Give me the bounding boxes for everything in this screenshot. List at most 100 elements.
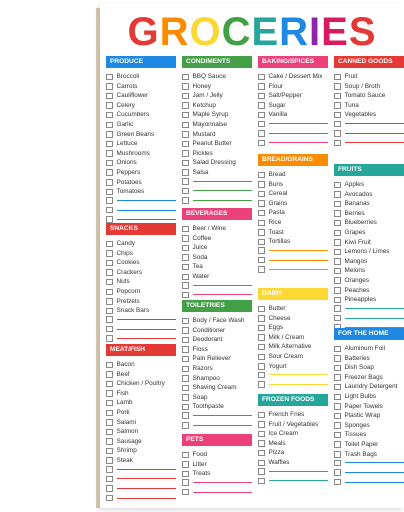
checkbox[interactable] — [334, 219, 341, 227]
checkbox[interactable] — [106, 428, 113, 436]
checkbox[interactable] — [258, 411, 265, 419]
checkbox[interactable] — [182, 317, 189, 325]
checkbox[interactable] — [258, 305, 265, 313]
checkbox[interactable] — [106, 83, 113, 90]
blank-line[interactable] — [106, 206, 176, 216]
blank-line[interactable] — [258, 256, 328, 266]
blank-line[interactable] — [182, 178, 252, 188]
checkbox[interactable] — [258, 139, 265, 147]
checkbox[interactable] — [106, 179, 113, 186]
checkbox[interactable] — [334, 441, 341, 448]
checkbox[interactable] — [334, 431, 341, 439]
checkbox[interactable] — [182, 375, 189, 382]
checkbox[interactable] — [106, 298, 113, 305]
checkbox[interactable] — [334, 111, 341, 119]
blank-line[interactable] — [334, 459, 404, 469]
checkbox[interactable] — [182, 282, 189, 289]
blank-line[interactable] — [182, 197, 252, 207]
checkbox[interactable] — [258, 440, 265, 447]
checkbox[interactable] — [106, 316, 113, 323]
blank-line[interactable] — [258, 130, 328, 140]
checkbox[interactable] — [258, 371, 265, 379]
checkbox[interactable] — [258, 219, 265, 227]
checkbox[interactable] — [182, 121, 189, 129]
checkbox[interactable] — [334, 393, 341, 401]
blank-line[interactable] — [106, 494, 176, 504]
checkbox[interactable] — [182, 422, 189, 429]
checkbox[interactable] — [182, 225, 189, 233]
checkbox[interactable] — [182, 273, 189, 281]
checkbox[interactable] — [182, 479, 189, 486]
checkbox[interactable] — [258, 130, 265, 137]
checkbox[interactable] — [182, 235, 189, 242]
blank-line[interactable] — [258, 266, 328, 276]
checkbox[interactable] — [106, 111, 113, 119]
checkbox[interactable] — [258, 459, 265, 467]
checkbox[interactable] — [258, 102, 265, 109]
checkbox[interactable] — [182, 83, 189, 90]
checkbox[interactable] — [106, 278, 113, 286]
checkbox[interactable] — [106, 197, 113, 204]
checkbox[interactable] — [106, 216, 113, 223]
blank-line[interactable] — [106, 316, 176, 326]
blank-line[interactable] — [106, 485, 176, 495]
checkbox[interactable] — [334, 364, 341, 372]
blank-line[interactable] — [334, 478, 404, 488]
blank-line[interactable] — [106, 475, 176, 485]
blank-line[interactable] — [334, 130, 404, 140]
blank-line[interactable] — [258, 247, 328, 257]
checkbox[interactable] — [258, 315, 265, 322]
checkbox[interactable] — [334, 239, 341, 246]
checkbox[interactable] — [334, 229, 341, 237]
checkbox[interactable] — [334, 374, 341, 381]
checkbox[interactable] — [334, 478, 341, 486]
checkbox[interactable] — [258, 238, 265, 246]
checkbox[interactable] — [182, 412, 189, 419]
checkbox[interactable] — [182, 150, 189, 157]
checkbox[interactable] — [334, 139, 341, 147]
checkbox[interactable] — [106, 131, 113, 138]
checkbox[interactable] — [106, 102, 113, 109]
blank-line[interactable] — [334, 120, 404, 130]
blank-line[interactable] — [334, 305, 404, 315]
checkbox[interactable] — [258, 363, 265, 370]
checkbox[interactable] — [182, 336, 189, 344]
blank-line[interactable] — [106, 216, 176, 226]
checkbox[interactable] — [258, 353, 265, 361]
checkbox[interactable] — [182, 346, 189, 353]
checkbox[interactable] — [334, 200, 341, 208]
checkbox[interactable] — [182, 403, 189, 411]
blank-line[interactable] — [182, 187, 252, 197]
checkbox[interactable] — [182, 244, 189, 252]
blank-line[interactable] — [258, 468, 328, 478]
blank-line[interactable] — [106, 335, 176, 345]
checkbox[interactable] — [182, 384, 189, 392]
checkbox[interactable] — [334, 403, 341, 410]
checkbox[interactable] — [334, 383, 341, 391]
checkbox[interactable] — [334, 248, 341, 256]
blank-line[interactable] — [182, 488, 252, 498]
checkbox[interactable] — [106, 250, 113, 257]
checkbox[interactable] — [106, 371, 113, 378]
checkbox[interactable] — [334, 267, 341, 275]
checkbox[interactable] — [106, 485, 113, 492]
checkbox[interactable] — [182, 461, 189, 468]
checkbox[interactable] — [182, 365, 189, 373]
checkbox[interactable] — [258, 190, 265, 198]
blank-line[interactable] — [334, 139, 404, 149]
checkbox[interactable] — [182, 263, 189, 271]
checkbox[interactable] — [106, 438, 113, 445]
checkbox[interactable] — [106, 335, 113, 342]
checkbox[interactable] — [258, 209, 265, 217]
checkbox[interactable] — [106, 361, 113, 369]
checkbox[interactable] — [182, 187, 189, 195]
checkbox[interactable] — [106, 159, 113, 167]
blank-line[interactable] — [106, 325, 176, 335]
checkbox[interactable] — [106, 325, 113, 333]
checkbox[interactable] — [334, 191, 341, 198]
checkbox[interactable] — [334, 345, 341, 353]
checkbox[interactable] — [334, 181, 341, 189]
blank-line[interactable] — [182, 291, 252, 301]
checkbox[interactable] — [258, 181, 265, 188]
checkbox[interactable] — [106, 169, 113, 176]
